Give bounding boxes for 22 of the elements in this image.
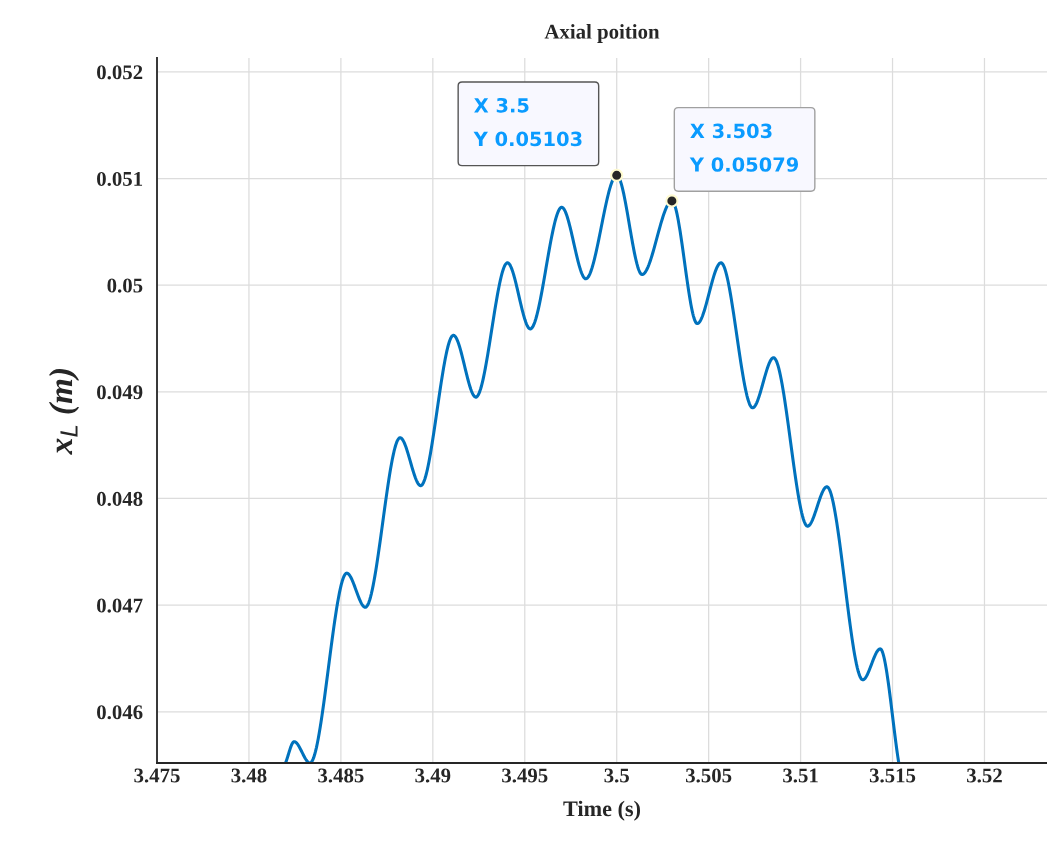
x-tick-label: 3.485: [318, 768, 364, 783]
x-tick-label: 3.48: [231, 768, 267, 783]
y-tick-label: 0.046: [97, 705, 143, 720]
x-tick-label: 3.515: [869, 768, 916, 783]
y-tick-label: 0.051: [97, 171, 143, 187]
annotation: X 3.5 Y 0.05103: [473, 97, 582, 147]
x-axis-title: Time (s): [563, 800, 641, 821]
y-tick-label: 0.048: [97, 491, 143, 507]
chart-title: Axial poition: [544, 24, 660, 43]
x-tick-label: 3.49: [415, 768, 451, 783]
x-tick-label: 3.475: [134, 768, 180, 783]
x-tick-label: 3.495: [502, 768, 548, 783]
y-axis-title: x$_{L}$ (m): [48, 369, 80, 455]
x-tick-label: 3.51: [783, 768, 818, 783]
x-tick-label: 3.52: [967, 768, 1002, 783]
y-tick-label: 0.05: [107, 278, 143, 293]
x-tick-label: 3.505: [686, 768, 732, 783]
y-tick-label: 0.049: [97, 385, 143, 400]
y-tick-label: 0.052: [97, 65, 143, 80]
y-tick-label: 0.047: [97, 598, 143, 613]
x-tick-label: 3.5: [604, 768, 629, 783]
annotation: X 3.503 Y 0.05079: [689, 123, 799, 172]
